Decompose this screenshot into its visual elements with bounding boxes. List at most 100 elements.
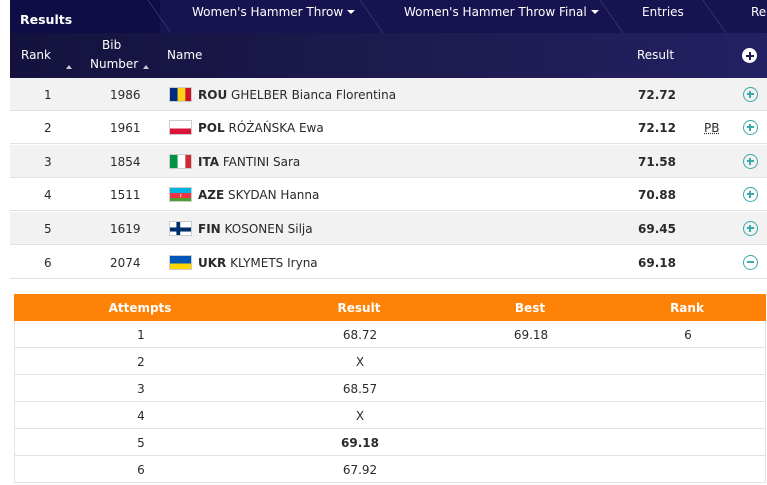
bib-column-header-line1[interactable]: Bib	[102, 38, 122, 52]
bib-cell: 2074	[110, 256, 141, 270]
nav-tabs-background	[160, 0, 767, 33]
attempt-best: 69.18	[513, 328, 549, 342]
expand-plus-icon[interactable]	[743, 87, 758, 102]
nav-tab-round-label: Women's Hammer Throw Final	[404, 5, 587, 19]
rank-column-header: Rank	[670, 301, 704, 315]
athlete-name: RÓŻAŃSKA Ewa	[228, 121, 324, 135]
athlete-name: SKYDAN Hanna	[228, 188, 320, 202]
result-cell: 71.58	[638, 155, 676, 169]
attempt-row: 3 68.57	[14, 375, 766, 402]
attempt-result: X	[355, 355, 365, 369]
country-code: ITA	[198, 155, 220, 169]
rank-column-header[interactable]: Rank	[21, 48, 51, 62]
collapse-minus-icon[interactable]	[743, 255, 758, 270]
results-table-header: Rank Bib Number Name Result	[10, 33, 767, 78]
athlete-name: FANTINI Sara	[222, 155, 301, 169]
attempt-result: 68.72	[342, 328, 378, 342]
attempt-number: 4	[137, 409, 145, 423]
bib-cell: 1854	[110, 155, 141, 169]
name-column-header: Name	[167, 48, 203, 62]
athlete-cell[interactable]: ITA FANTINI Sara	[198, 155, 300, 169]
result-column-header: Result	[337, 301, 381, 315]
athlete-cell[interactable]: AZE SKYDAN Hanna	[198, 188, 319, 202]
country-code: AZE	[198, 188, 225, 202]
attempt-result: X	[355, 409, 365, 423]
flag-italy-icon	[169, 154, 192, 169]
best-column-header: Best	[514, 301, 546, 315]
bib-cell: 1511	[110, 188, 141, 202]
athlete-cell[interactable]: ROU GHELBER Bianca Florentina	[198, 88, 396, 102]
attempt-row: 2 X	[14, 348, 766, 375]
athlete-cell[interactable]: UKR KLYMETS Iryna	[198, 256, 318, 270]
expand-plus-icon[interactable]	[743, 187, 758, 202]
sort-arrow-icon[interactable]	[66, 65, 72, 69]
country-code: UKR	[198, 256, 227, 270]
attempt-number: 1	[137, 328, 145, 342]
expand-plus-icon[interactable]	[743, 221, 758, 236]
attempt-row: 1 68.72 69.18 6	[14, 321, 766, 348]
caret-down-icon	[347, 10, 356, 14]
flag-romania-icon	[169, 87, 192, 102]
bib-cell: 1619	[110, 222, 141, 236]
rank-cell: 5	[44, 222, 52, 236]
attempt-number: 6	[137, 463, 145, 477]
table-row[interactable]: 4 1511 AZE SKYDAN Hanna 70.88	[10, 178, 767, 211]
country-code: ROU	[198, 88, 228, 102]
table-row[interactable]: 2 1961 POL RÓŻAŃSKA Ewa 72.12 PB	[10, 111, 767, 144]
table-row[interactable]: 5 1619 FIN KOSONEN Silja 69.45	[10, 212, 767, 245]
nav-results-tab[interactable]: Results	[10, 0, 160, 33]
attempts-table-header: Attempts Result Best Rank	[14, 294, 766, 321]
rank-cell: 6	[44, 256, 52, 270]
attempt-rank: 6	[684, 328, 692, 342]
rank-cell: 4	[44, 188, 52, 202]
top-nav: Results Women's Hammer Throw Women's Ham…	[10, 0, 767, 33]
attempt-row: 5 69.18	[14, 429, 766, 456]
table-row[interactable]: 6 2074 UKR KLYMETS Iryna 69.18	[10, 246, 767, 279]
attempt-number: 5	[137, 436, 145, 450]
flag-finland-icon	[169, 221, 192, 236]
result-cell: 69.45	[638, 222, 676, 236]
result-cell: 69.18	[638, 256, 676, 270]
country-code: POL	[198, 121, 225, 135]
attempt-number: 2	[137, 355, 145, 369]
result-cell: 72.12	[638, 121, 676, 135]
result-cell: 72.72	[638, 88, 676, 102]
flag-azerbaijan-icon	[169, 187, 192, 202]
personal-best-badge[interactable]: PB	[704, 121, 720, 135]
rank-cell: 2	[44, 121, 52, 135]
attempt-result: 68.57	[342, 382, 378, 396]
flag-ukraine-icon	[169, 255, 192, 270]
attempt-result-best: 69.18	[341, 436, 379, 450]
table-row[interactable]: 1 1986 ROU GHELBER Bianca Florentina 72.…	[10, 78, 767, 111]
expand-plus-icon[interactable]	[743, 120, 758, 135]
athlete-cell[interactable]: POL RÓŻAŃSKA Ewa	[198, 121, 324, 135]
bib-cell: 1961	[110, 121, 141, 135]
attempt-row: 6 67.92	[14, 456, 766, 483]
athlete-name: KLYMETS Iryna	[230, 256, 318, 270]
country-code: FIN	[198, 222, 221, 236]
bib-column-header-line2[interactable]: Number	[90, 57, 139, 71]
rank-cell: 1	[44, 88, 52, 102]
nav-tab-round[interactable]: Women's Hammer Throw Final	[404, 0, 599, 33]
athlete-name: KOSONEN Silja	[224, 222, 313, 236]
attempt-number: 3	[137, 382, 145, 396]
sort-arrow-icon[interactable]	[143, 65, 149, 69]
attempt-result: 67.92	[342, 463, 378, 477]
attempts-column-header: Attempts	[108, 301, 172, 315]
flag-poland-icon	[169, 120, 192, 135]
result-column-header: Result	[637, 48, 675, 62]
caret-down-icon	[590, 10, 599, 14]
expand-all-icon[interactable]	[742, 48, 757, 63]
expand-plus-icon[interactable]	[743, 154, 758, 169]
nav-tab-event-label: Women's Hammer Throw	[192, 5, 344, 19]
rank-cell: 3	[44, 155, 52, 169]
result-cell: 70.88	[638, 188, 676, 202]
nav-tab-rep[interactable]: Rep	[751, 5, 767, 19]
athlete-cell[interactable]: FIN KOSONEN Silja	[198, 222, 313, 236]
athlete-name: GHELBER Bianca Florentina	[231, 88, 397, 102]
nav-tab-entries[interactable]: Entries	[642, 5, 684, 19]
bib-cell: 1986	[110, 88, 141, 102]
table-row[interactable]: 3 1854 ITA FANTINI Sara 71.58	[10, 145, 767, 178]
attempt-row: 4 X	[14, 402, 766, 429]
nav-tab-event[interactable]: Women's Hammer Throw	[192, 0, 356, 33]
